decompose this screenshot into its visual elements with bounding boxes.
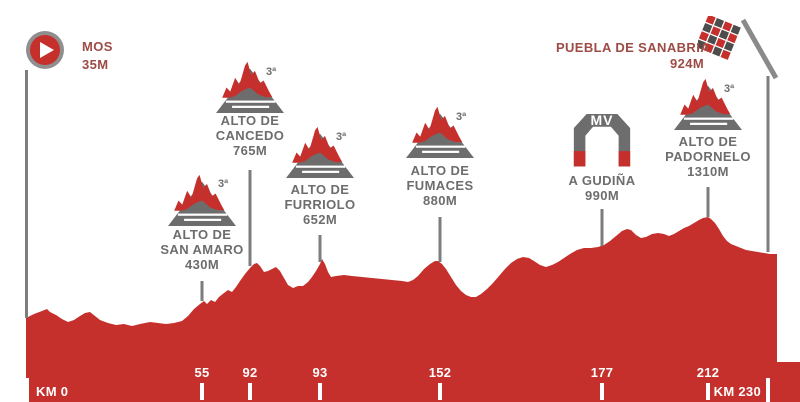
mountain-icon bbox=[216, 61, 284, 113]
category-label: 3ª bbox=[724, 83, 735, 95]
km-tick bbox=[318, 383, 322, 400]
km-tick bbox=[706, 383, 710, 400]
category-label: 3ª bbox=[218, 178, 229, 190]
climb-name-line2: FURRIOLO bbox=[284, 197, 356, 212]
climb-elevation: 1310M bbox=[687, 164, 729, 179]
climb-name-line1: ALTO DE bbox=[290, 182, 350, 197]
mountain-icon bbox=[286, 126, 354, 178]
climb-elevation: 652M bbox=[302, 212, 338, 227]
start-elevation: 35M bbox=[82, 57, 109, 72]
connector-line bbox=[248, 170, 252, 266]
climb-name-line2: SAN AMARO bbox=[160, 242, 244, 257]
km-tick-label: 93 bbox=[312, 365, 328, 380]
km-tick bbox=[600, 383, 604, 400]
finish-name: PUEBLA DE SANABRIA bbox=[555, 40, 710, 55]
km-tick-label: 92 bbox=[242, 365, 258, 380]
km-tick bbox=[248, 383, 252, 400]
connector-line bbox=[600, 209, 604, 246]
climb-label: ALTO DE FURRIOLO 652M bbox=[254, 182, 386, 227]
connector-line bbox=[200, 281, 204, 301]
climb-name-line1: ALTO DE bbox=[678, 134, 738, 149]
finish-flag-icon bbox=[698, 16, 779, 80]
climb-name-line2: PADORNELO bbox=[665, 149, 751, 164]
climb-name-line2: FUMACES bbox=[406, 178, 474, 193]
km-tick bbox=[200, 383, 204, 400]
km-tick-label: 177 bbox=[590, 365, 614, 380]
km-tick-label: 212 bbox=[696, 365, 720, 380]
start-name: MOS bbox=[82, 39, 113, 54]
climb-label: ALTO DE FUMACES 880M bbox=[374, 163, 506, 208]
connector-line bbox=[706, 187, 710, 217]
climb-label: ALTO DE SAN AMARO 430M bbox=[136, 227, 268, 272]
category-label: 3ª bbox=[456, 111, 467, 123]
km-tick-start bbox=[26, 378, 29, 402]
start-line bbox=[25, 70, 28, 318]
finish-line bbox=[766, 76, 770, 252]
km-tick-label: 55 bbox=[194, 365, 210, 380]
climb-name-line2: CANCEDO bbox=[215, 128, 285, 143]
km-start-label: KM 0 bbox=[36, 384, 69, 399]
climb-label: A GUDIÑA 990M bbox=[536, 173, 668, 203]
start-marker-icon bbox=[26, 31, 64, 69]
climb-name-line1: ALTO DE bbox=[172, 227, 232, 242]
climb-elevation: 765M bbox=[232, 143, 268, 158]
km-axis-bar bbox=[26, 362, 800, 402]
km-tick-label: 152 bbox=[428, 365, 452, 380]
connector-line bbox=[438, 217, 442, 262]
category-label: 3ª bbox=[336, 131, 347, 143]
km-tick bbox=[438, 383, 442, 400]
sprint-arch-icon bbox=[573, 113, 631, 167]
mountain-icon bbox=[406, 106, 474, 158]
km-tick-finish bbox=[766, 378, 770, 402]
profile-area bbox=[26, 217, 777, 402]
climb-label: ALTO DE CANCEDO 765M bbox=[184, 113, 316, 158]
climb-elevation: 990M bbox=[584, 188, 620, 203]
finish-elevation: 924M bbox=[669, 56, 705, 71]
climb-name-line1: A GUDIÑA bbox=[568, 173, 636, 188]
mountain-icon bbox=[168, 174, 236, 226]
climb-label: ALTO DE PADORNELO 1310M bbox=[642, 134, 774, 179]
climb-elevation: 430M bbox=[184, 257, 220, 272]
connector-line bbox=[318, 235, 322, 262]
category-label: 3ª bbox=[266, 66, 277, 78]
km-end-label: KM 230 bbox=[713, 384, 761, 399]
sprint-badge: MV bbox=[590, 112, 614, 128]
climb-name-line1: ALTO DE bbox=[220, 113, 280, 128]
climb-elevation: 880M bbox=[422, 193, 458, 208]
climb-name-line1: ALTO DE bbox=[410, 163, 470, 178]
